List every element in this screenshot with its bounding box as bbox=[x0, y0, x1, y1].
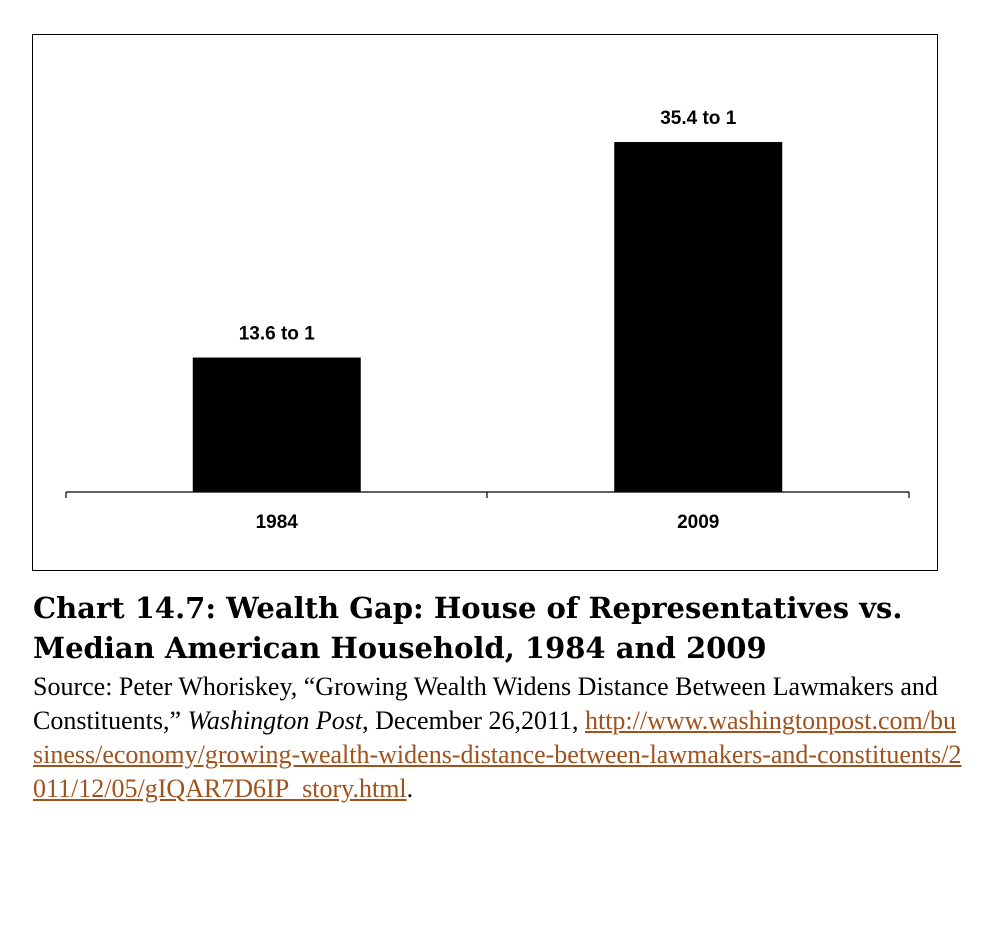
source-date: , December 26,2011, bbox=[362, 706, 585, 735]
x-tick-label-1984: 1984 bbox=[256, 512, 299, 533]
source-end: . bbox=[406, 774, 414, 803]
bar-2009 bbox=[614, 142, 783, 492]
data-label-1984: 13.6 to 1 bbox=[239, 324, 315, 345]
source-citation: Source: Peter Whoriskey, “Growing Wealth… bbox=[33, 670, 963, 806]
source-link[interactable]: http://www.washingtonpost.com/business/e… bbox=[33, 706, 962, 803]
bar-chart: 13.6 to 1 1984 35.4 to 1 2009 bbox=[65, 108, 910, 533]
x-tick-label-2009: 2009 bbox=[677, 512, 719, 533]
source-prefix: Source: Peter Whoriskey, “Growing Wealth… bbox=[33, 672, 938, 735]
chart-frame: 13.6 to 1 1984 35.4 to 1 2009 bbox=[32, 34, 938, 571]
bar-1984 bbox=[192, 357, 361, 492]
chart-title: Chart 14.7: Wealth Gap: House of Represe… bbox=[33, 591, 903, 665]
data-label-2009: 35.4 to 1 bbox=[660, 108, 736, 129]
source-publication: Washington Post bbox=[187, 706, 363, 735]
chart-caption: Chart 14.7: Wealth Gap: House of Represe… bbox=[33, 588, 963, 806]
